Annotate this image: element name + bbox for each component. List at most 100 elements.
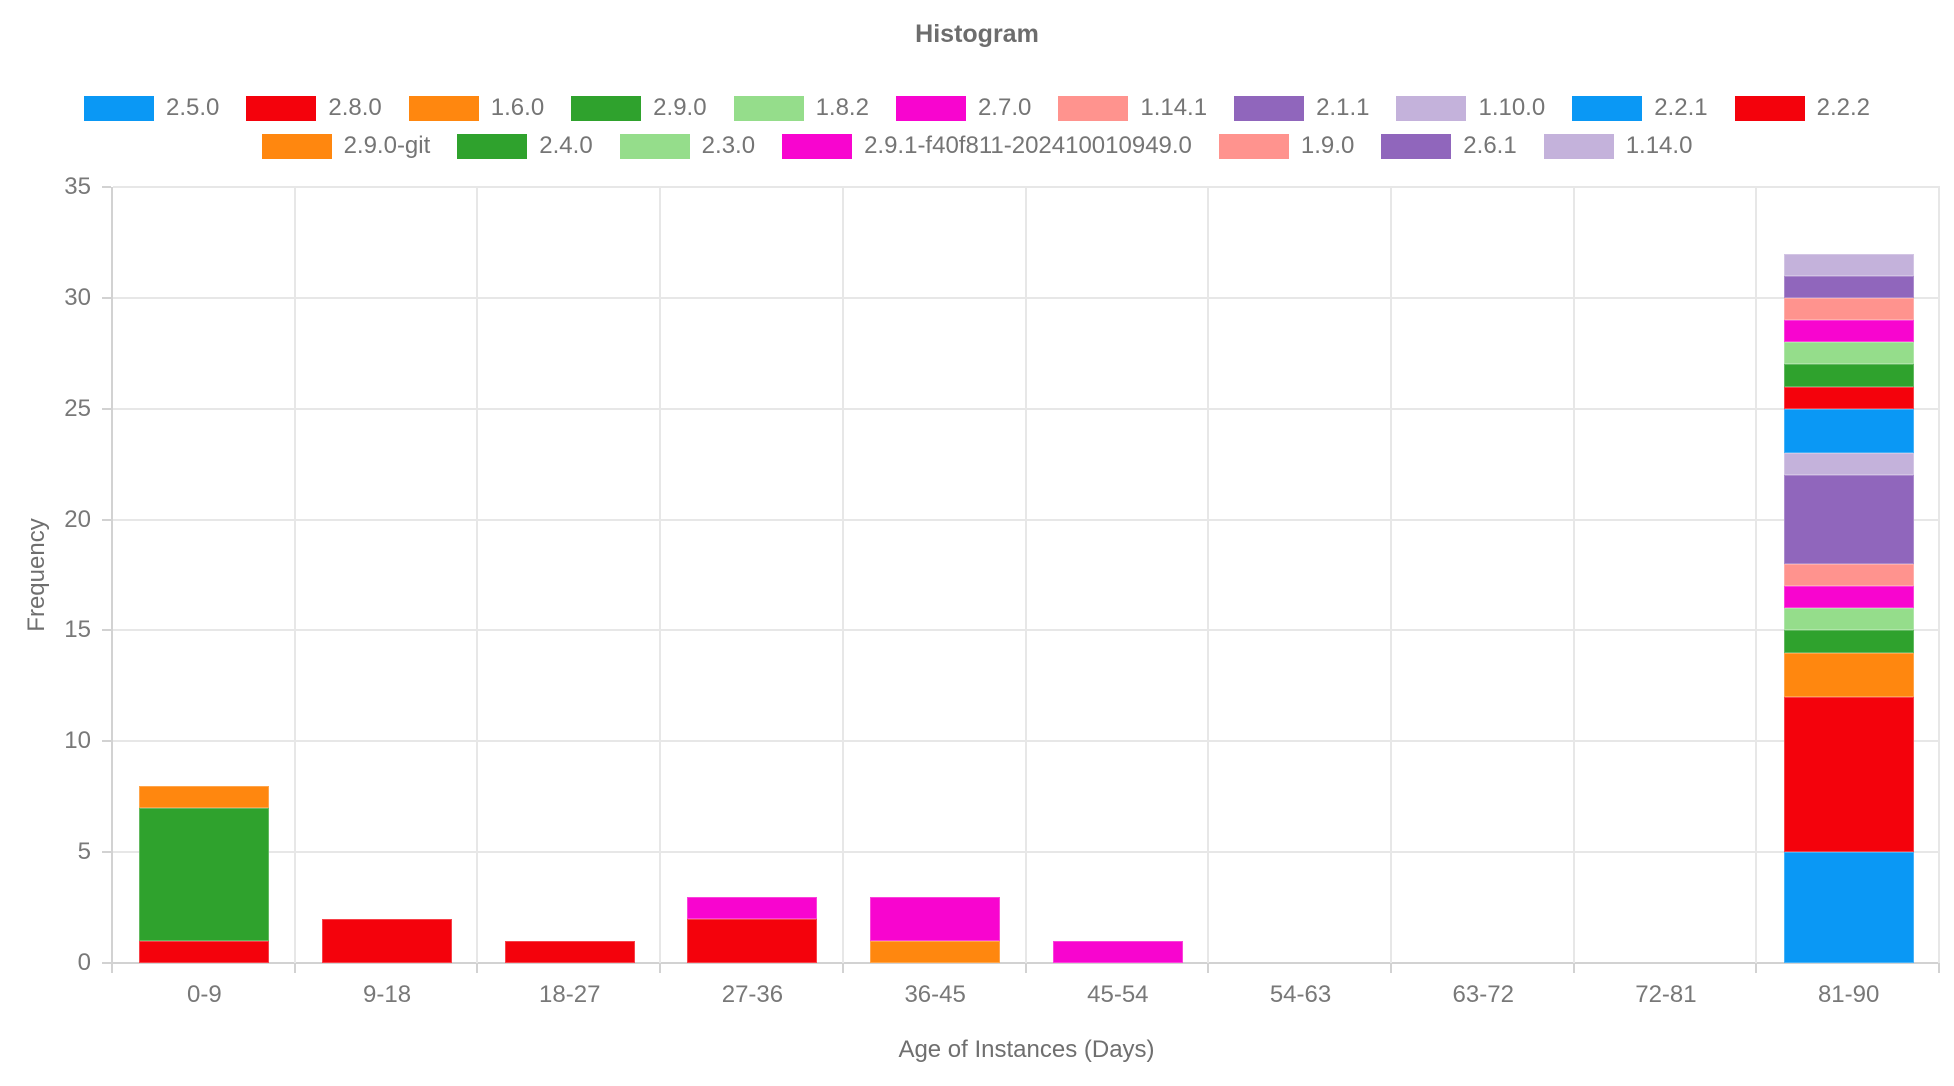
legend-label: 2.4.0 (539, 132, 593, 159)
legend-item[interactable]: 2.4.0 (457, 132, 593, 160)
y-tick-label: 10 (64, 727, 91, 755)
y-axis-line (111, 187, 113, 963)
bar-segment (1783, 652, 1914, 697)
x-gridline (113, 851, 1940, 854)
legend-label: 1.8.2 (815, 94, 869, 121)
legend-item[interactable]: 2.2.1 (1572, 94, 1708, 122)
x-tick-label: 81-90 (1817, 981, 1880, 1008)
y-gridline (842, 187, 844, 963)
y-axis-title: Frequency (23, 518, 50, 632)
legend-item[interactable]: 1.14.1 (1058, 94, 1207, 122)
legend-item[interactable]: 1.6.0 (408, 94, 544, 122)
legend-item[interactable]: 2.5.0 (84, 94, 219, 122)
bar-segment (1783, 253, 1914, 276)
y-tick-label: 20 (64, 505, 91, 533)
legend-item[interactable]: 1.14.0 (1543, 132, 1693, 160)
legend-label: 2.9.0 (653, 94, 707, 121)
x-axis-tick (476, 964, 478, 973)
x-axis-tick (1573, 964, 1575, 973)
x-tick-label: 0-9 (187, 981, 222, 1008)
legend-label: 2.8.0 (328, 94, 382, 121)
x-gridline (113, 629, 1940, 632)
y-tick-label: 0 (77, 949, 91, 976)
legend-label: 2.6.1 (1463, 132, 1517, 159)
legend-swatch (84, 95, 154, 121)
x-axis-tick (1938, 964, 1940, 973)
bar-segment (139, 785, 270, 808)
legend-label: 2.9.0-git (343, 132, 431, 159)
bar-segment (1783, 608, 1914, 631)
y-tick-label: 35 (64, 173, 91, 200)
legend-swatch (1058, 95, 1129, 121)
x-axis-tick (1755, 964, 1757, 973)
legend-swatch (1381, 133, 1452, 159)
x-tick-label: 18-27 (539, 981, 601, 1008)
legend-label: 1.14.0 (1625, 132, 1693, 159)
bar-segment (139, 807, 270, 941)
y-tick-label: 5 (77, 838, 91, 866)
legend-item[interactable]: 2.1.1 (1234, 94, 1369, 122)
legend-item[interactable]: 2.8.0 (246, 94, 382, 122)
bar-segment (687, 896, 818, 919)
legend-item[interactable]: 1.8.2 (733, 94, 869, 122)
y-axis-tick (102, 851, 111, 854)
y-gridline (659, 187, 661, 963)
y-axis-tick (102, 629, 111, 632)
y-tick-label: 15 (64, 616, 91, 644)
bar-segment (1783, 453, 1914, 476)
x-axis-tick (111, 964, 113, 973)
legend-swatch (1396, 95, 1467, 121)
bar-segment (139, 940, 270, 963)
x-tick-label: 9-18 (363, 981, 412, 1008)
x-tick-label: 27-36 (721, 981, 784, 1008)
legend-item[interactable]: 2.6.1 (1381, 132, 1517, 160)
legend-swatch (1234, 95, 1305, 121)
legend-item[interactable]: 2.2.2 (1734, 94, 1870, 122)
legend-swatch (733, 95, 804, 121)
x-axis-tick (1390, 964, 1392, 973)
y-tick-label: 30 (64, 283, 91, 311)
bar-segment (1783, 563, 1914, 587)
bar-segment (322, 918, 453, 963)
legend-swatch (261, 133, 332, 159)
bar-segment (1783, 696, 1914, 853)
y-axis-tick (102, 740, 111, 743)
legend-swatch (408, 95, 479, 121)
x-tick-label: 54-63 (1269, 981, 1332, 1008)
bar-segment (1052, 940, 1183, 963)
chart-title: Histogram (915, 20, 1039, 48)
x-axis-tick (659, 964, 661, 973)
legend-label: 2.2.1 (1654, 94, 1708, 121)
legend-swatch (1218, 133, 1289, 159)
y-gridline (1755, 187, 1757, 963)
legend-item[interactable]: 2.9.0-git (261, 132, 431, 160)
x-tick-label: 72-81 (1635, 981, 1697, 1008)
bar-segment (1783, 364, 1914, 387)
bar-segment (870, 940, 1001, 963)
y-axis-tick (102, 186, 111, 188)
bar-segment (1783, 275, 1914, 298)
y-gridline (1207, 187, 1209, 963)
legend-swatch (895, 95, 966, 121)
y-axis-tick (102, 518, 111, 521)
y-gridline (476, 187, 478, 963)
bar-segment (1783, 852, 1914, 963)
legend-label: 2.9.1-f40f811-202410010949.0 (864, 132, 1192, 159)
legend-item[interactable]: 2.9.1-f40f811-202410010949.0 (782, 132, 1192, 160)
legend-item[interactable]: 2.3.0 (619, 132, 755, 160)
legend-item[interactable]: 2.9.0 (571, 94, 707, 122)
legend-item[interactable]: 1.9.0 (1218, 132, 1355, 160)
legend-row: 2.5.0 2.8.0 1.6.0 2.9.0 1.8.2 2.7.0 1.14.1 2.1.… (0, 94, 1954, 122)
legend-label: 1.9.0 (1300, 132, 1355, 159)
x-axis-tick (1207, 964, 1209, 973)
legend-item[interactable]: 2.7.0 (895, 94, 1032, 122)
y-gridline (1025, 187, 1027, 963)
x-axis-tick (1025, 964, 1027, 973)
legend: 2.5.0 2.8.0 1.6.0 2.9.0 1.8.2 2.7.0 1.14.1 2.1.… (0, 94, 1954, 160)
legend-swatch (457, 133, 528, 159)
y-gridline (294, 187, 296, 963)
legend-item[interactable]: 1.10.0 (1396, 94, 1545, 122)
legend-label: 2.7.0 (977, 94, 1032, 121)
plot-area: 0 5 10 15 20 25 30 35 0-9 9-18 18-27 27-36 36-45 45-5… (64, 174, 1940, 1008)
